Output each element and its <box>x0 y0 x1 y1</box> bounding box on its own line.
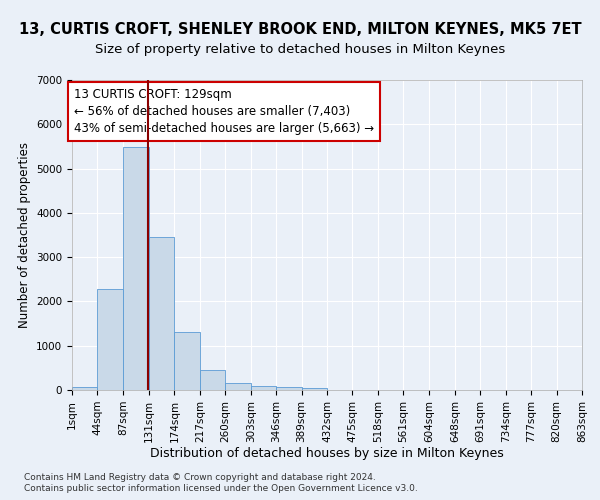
Bar <box>251 386 276 390</box>
Text: Contains HM Land Registry data © Crown copyright and database right 2024.: Contains HM Land Registry data © Crown c… <box>24 473 376 482</box>
Bar <box>149 237 175 390</box>
Bar <box>225 383 251 390</box>
X-axis label: Distribution of detached houses by size in Milton Keynes: Distribution of detached houses by size … <box>150 448 504 460</box>
Text: Contains public sector information licensed under the Open Government Licence v3: Contains public sector information licen… <box>24 484 418 493</box>
Text: Size of property relative to detached houses in Milton Keynes: Size of property relative to detached ho… <box>95 42 505 56</box>
Bar <box>97 289 123 390</box>
Bar <box>302 388 327 390</box>
Text: 13, CURTIS CROFT, SHENLEY BROOK END, MILTON KEYNES, MK5 7ET: 13, CURTIS CROFT, SHENLEY BROOK END, MIL… <box>19 22 581 38</box>
Y-axis label: Number of detached properties: Number of detached properties <box>17 142 31 328</box>
Bar <box>276 387 302 390</box>
Text: 13 CURTIS CROFT: 129sqm
← 56% of detached houses are smaller (7,403)
43% of semi: 13 CURTIS CROFT: 129sqm ← 56% of detache… <box>74 88 374 135</box>
Bar <box>175 332 200 390</box>
Bar <box>123 148 149 390</box>
Bar <box>200 370 225 390</box>
Bar <box>72 386 97 390</box>
